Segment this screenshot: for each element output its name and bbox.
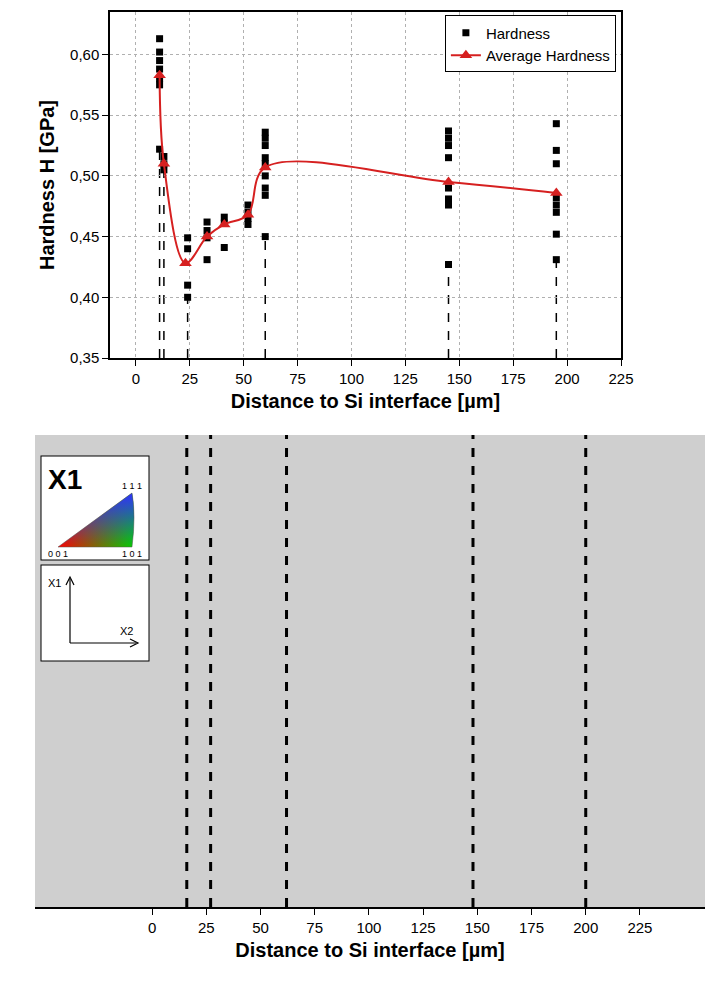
svg-text:175: 175 bbox=[519, 919, 544, 936]
svg-text:150: 150 bbox=[447, 370, 472, 387]
svg-text:175: 175 bbox=[501, 370, 526, 387]
svg-text:0: 0 bbox=[148, 919, 156, 936]
svg-text:0,40: 0,40 bbox=[70, 289, 99, 306]
svg-text:0: 0 bbox=[132, 370, 140, 387]
svg-text:0 0 1: 0 0 1 bbox=[48, 549, 68, 559]
svg-text:50: 50 bbox=[235, 370, 252, 387]
svg-text:0,60: 0,60 bbox=[70, 46, 99, 63]
svg-text:X2: X2 bbox=[120, 625, 133, 637]
svg-text:Hardness H [GPa]: Hardness H [GPa] bbox=[36, 100, 58, 270]
svg-text:150: 150 bbox=[465, 919, 490, 936]
svg-text:Hardness: Hardness bbox=[486, 25, 550, 42]
svg-text:200: 200 bbox=[573, 919, 598, 936]
svg-text:Distance to Si interface [µm]: Distance to Si interface [µm] bbox=[235, 939, 504, 961]
svg-text:100: 100 bbox=[339, 370, 364, 387]
svg-text:0,35: 0,35 bbox=[70, 349, 99, 366]
svg-text:75: 75 bbox=[306, 919, 323, 936]
svg-text:50: 50 bbox=[252, 919, 269, 936]
svg-text:75: 75 bbox=[289, 370, 306, 387]
svg-text:0,55: 0,55 bbox=[70, 106, 99, 123]
svg-text:Average Hardness: Average Hardness bbox=[486, 47, 610, 64]
svg-text:X1: X1 bbox=[48, 577, 61, 589]
svg-text:125: 125 bbox=[393, 370, 418, 387]
svg-text:1 1 1: 1 1 1 bbox=[122, 481, 142, 491]
svg-text:1 0 1: 1 0 1 bbox=[122, 549, 142, 559]
svg-text:X1: X1 bbox=[48, 464, 82, 495]
svg-text:0,50: 0,50 bbox=[70, 167, 99, 184]
svg-text:25: 25 bbox=[198, 919, 215, 936]
svg-text:225: 225 bbox=[627, 919, 652, 936]
svg-text:200: 200 bbox=[555, 370, 580, 387]
svg-text:0,45: 0,45 bbox=[70, 228, 99, 245]
svg-text:Distance to Si interface [µm]: Distance to Si interface [µm] bbox=[231, 390, 500, 412]
svg-text:100: 100 bbox=[356, 919, 381, 936]
svg-text:25: 25 bbox=[181, 370, 198, 387]
svg-text:225: 225 bbox=[608, 370, 633, 387]
svg-text:125: 125 bbox=[411, 919, 436, 936]
